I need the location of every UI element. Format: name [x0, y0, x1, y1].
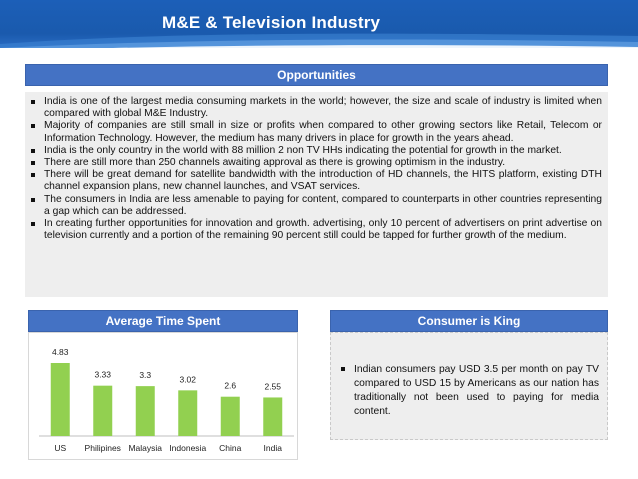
- opportunities-list: India is one of the largest media consum…: [29, 96, 602, 242]
- list-item: In creating further opportunities for in…: [29, 218, 602, 242]
- list-item: There will be great demand for satellite…: [29, 169, 602, 193]
- bar-indonesia: [178, 390, 198, 436]
- data-label-china: 2.6: [224, 381, 236, 391]
- data-label-us: 4.83: [52, 347, 69, 357]
- tick-label-philipines: Philipines: [85, 443, 121, 453]
- list-item: India is one of the largest media consum…: [29, 96, 602, 120]
- bar-india: [263, 397, 283, 436]
- time-spent-heading: Average Time Spent: [28, 310, 298, 332]
- tick-label-india: India: [264, 443, 283, 453]
- list-item: There are still more than 250 channels a…: [29, 157, 602, 169]
- page-title: M&E & Television Industry: [162, 13, 381, 32]
- bar-china: [220, 396, 240, 436]
- time-spent-chart-panel: 4.83 US 3.33 Philipines 3.3 Malaysia 3.02 Indon…: [28, 332, 298, 460]
- tick-label-china: China: [219, 443, 241, 453]
- data-label-india: 2.55: [264, 381, 281, 391]
- bar-us: [50, 363, 70, 436]
- tick-label-us: US: [54, 443, 66, 453]
- bar-philipines: [93, 385, 113, 436]
- time-spent-bar-chart: 4.83 US 3.33 Philipines 3.3 Malaysia 3.02 Indon…: [39, 347, 294, 453]
- list-item: Majority of companies are still small in…: [29, 120, 602, 144]
- data-label-philipines: 3.33: [94, 370, 111, 380]
- data-label-malaysia: 3.3: [139, 370, 151, 380]
- header-wave-decoration: [0, 33, 638, 48]
- list-item: Indian consumers pay USD 3.5 per month o…: [339, 363, 599, 419]
- list-item: The consumers in India are less amenable…: [29, 194, 602, 218]
- header-banner: M&E & Television Industry: [0, 0, 638, 48]
- opportunities-heading: Opportunities: [25, 64, 608, 86]
- consumer-list: Indian consumers pay USD 3.5 per month o…: [339, 363, 599, 419]
- consumer-heading: Consumer is King: [330, 310, 608, 332]
- tick-label-malaysia: Malaysia: [128, 443, 162, 453]
- list-item: India is the only country in the world w…: [29, 145, 602, 157]
- opportunities-panel: India is one of the largest media consum…: [25, 92, 608, 297]
- bar-malaysia: [135, 386, 155, 436]
- tick-label-indonesia: Indonesia: [169, 443, 206, 453]
- data-label-indonesia: 3.02: [179, 374, 196, 384]
- consumer-panel: Indian consumers pay USD 3.5 per month o…: [330, 332, 608, 440]
